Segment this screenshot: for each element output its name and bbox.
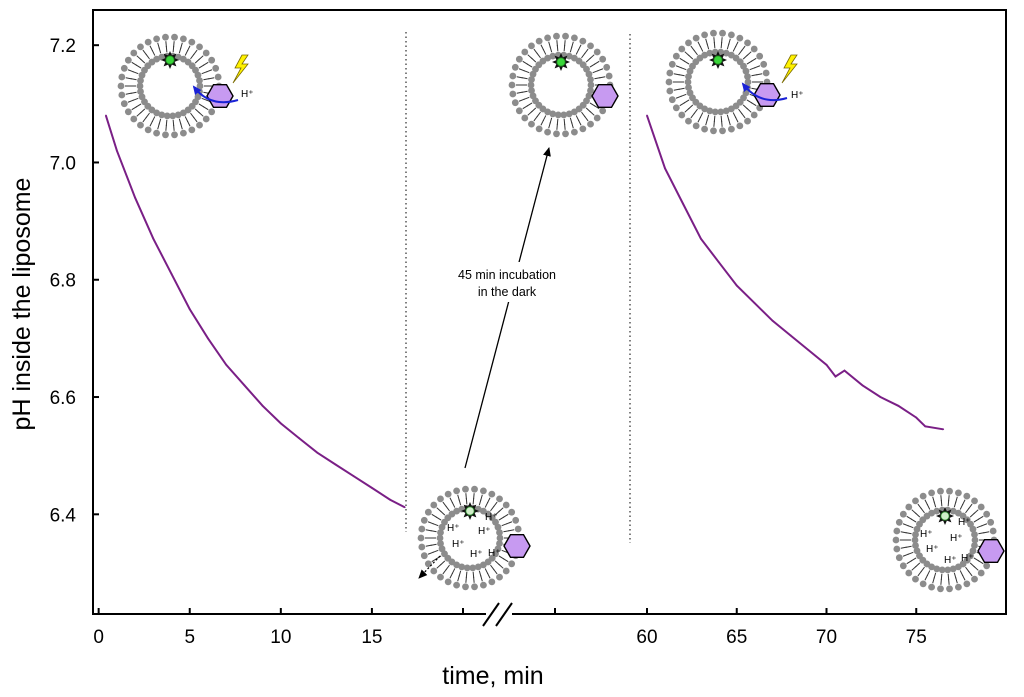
- protein-hexagon-icon: [977, 539, 1005, 563]
- data-point: [915, 416, 918, 419]
- proton-label: H⁺: [958, 517, 971, 528]
- data-point: [207, 337, 209, 340]
- data-point: [243, 384, 246, 387]
- annotation-background: [440, 262, 572, 302]
- proton-label: H⁺: [920, 529, 933, 540]
- proton-label: H⁺: [944, 555, 957, 566]
- incubation-label-line1: 45 min incubation: [458, 268, 556, 282]
- data-point: [861, 384, 864, 387]
- proton-label: H⁺: [485, 512, 498, 523]
- x-tick-label: 60: [636, 627, 657, 648]
- data-point: [389, 498, 392, 501]
- data-point: [843, 369, 846, 372]
- y-tick-label: 7.0: [50, 153, 76, 174]
- data-point: [646, 114, 648, 117]
- x-tick-label: 70: [816, 627, 837, 648]
- y-tick-label: 7.2: [50, 36, 76, 57]
- data-point: [735, 284, 738, 287]
- y-tick-label: 6.8: [50, 271, 76, 292]
- series-line-illumination-1: [104, 115, 406, 509]
- liposome-illustration: H⁺ H⁺ H⁺ H⁺ H⁺ H⁺: [417, 485, 531, 591]
- y-axis-title: pH inside the liposome: [8, 178, 36, 431]
- incubation-arrow: [464, 147, 551, 469]
- y-tick-label: 6.6: [50, 388, 76, 409]
- data-point: [225, 363, 228, 366]
- data-point: [834, 375, 837, 378]
- data-point: [188, 308, 191, 310]
- data-point: [279, 422, 282, 425]
- proton-label: H⁺: [452, 539, 465, 550]
- x-tick-label: 0: [93, 627, 104, 648]
- data-point: [115, 149, 118, 152]
- data-point: [152, 237, 155, 240]
- data-point: [771, 319, 774, 322]
- liposome-illustration: [508, 32, 619, 138]
- axis-break-gap: [486, 605, 512, 625]
- proton-pump-arrow: [192, 85, 239, 104]
- data-point: [682, 202, 684, 205]
- data-point: [334, 463, 337, 466]
- data-point: [753, 302, 756, 305]
- x-tick-label: 75: [906, 627, 927, 648]
- protein-hexagon-icon: [591, 83, 619, 109]
- light-bolt-icon: [232, 54, 249, 84]
- data-point: [664, 167, 666, 170]
- liposome-illustration: H⁺ H⁺ H⁺ H⁺ H⁺ H⁺: [892, 487, 1005, 593]
- light-bolt-icon: [781, 54, 798, 84]
- x-axis-title: time, min: [442, 662, 543, 690]
- series-line-illumination-2: [646, 115, 944, 431]
- liposome-illustration: H⁺: [665, 29, 804, 135]
- data-point: [170, 272, 173, 275]
- proton-label: H⁺: [241, 89, 254, 100]
- axis-break-mark: [482, 602, 500, 627]
- proton-pump-arrow: [741, 82, 788, 102]
- liposome-illustration: H⁺: [117, 33, 254, 139]
- data-point: [105, 114, 107, 117]
- data-point: [717, 261, 720, 264]
- protein-hexagon-icon: [206, 83, 234, 109]
- data-point: [879, 396, 882, 398]
- proton-leak-arrow: [418, 555, 441, 579]
- protein-hexagon-icon: [503, 534, 531, 558]
- data-point: [807, 349, 810, 352]
- data-point: [403, 506, 406, 509]
- proton-label: H⁺: [961, 553, 974, 564]
- protein-hexagon-icon: [753, 82, 781, 108]
- data-point: [352, 475, 355, 478]
- data-point: [261, 404, 264, 407]
- x-tick-label: 10: [270, 627, 291, 648]
- proton-label: H⁺: [791, 90, 804, 101]
- proton-label: H⁺: [926, 544, 939, 555]
- incubation-label-line2: in the dark: [478, 285, 537, 299]
- data-point: [897, 404, 900, 407]
- data-point: [699, 237, 702, 240]
- proton-label: H⁺: [950, 533, 963, 544]
- data-point: [942, 428, 945, 431]
- proton-label: H⁺: [447, 523, 460, 534]
- proton-label: H⁺: [478, 526, 491, 537]
- data-point: [924, 425, 927, 428]
- data-point: [825, 363, 828, 366]
- x-tick-label: 65: [726, 627, 747, 648]
- x-tick-label: 5: [184, 627, 195, 648]
- plot-frame: [92, 9, 1007, 615]
- y-tick-label: 6.4: [50, 505, 77, 526]
- axis-break-mark: [495, 602, 513, 627]
- data-point: [789, 334, 792, 337]
- data-point: [298, 437, 300, 439]
- data-point: [371, 487, 373, 489]
- data-point: [316, 451, 319, 454]
- proton-label: H⁺: [470, 549, 483, 560]
- proton-label: H⁺: [488, 548, 501, 559]
- x-tick-label: 15: [361, 627, 382, 648]
- data-point: [134, 196, 136, 199]
